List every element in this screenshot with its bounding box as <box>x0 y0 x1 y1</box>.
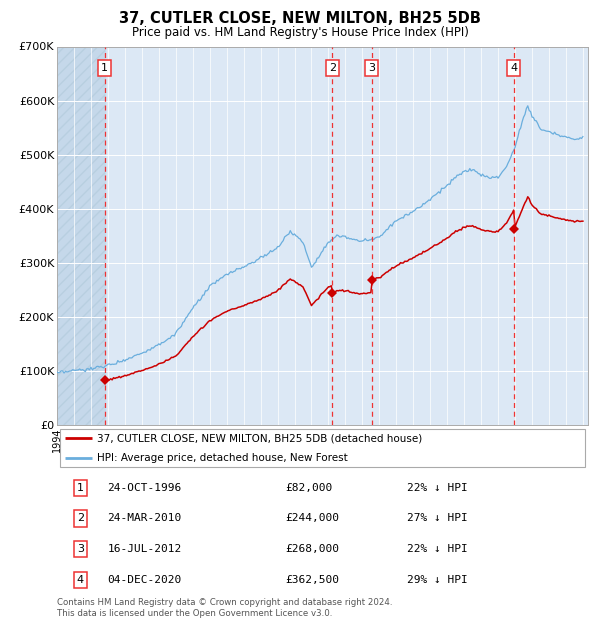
Text: Contains HM Land Registry data © Crown copyright and database right 2024.: Contains HM Land Registry data © Crown c… <box>57 598 392 607</box>
Text: 22% ↓ HPI: 22% ↓ HPI <box>407 483 468 493</box>
Text: 1: 1 <box>101 63 108 73</box>
Text: 16-JUL-2012: 16-JUL-2012 <box>107 544 182 554</box>
Text: 3: 3 <box>368 63 375 73</box>
Text: This data is licensed under the Open Government Licence v3.0.: This data is licensed under the Open Gov… <box>57 609 332 618</box>
Text: £82,000: £82,000 <box>286 483 332 493</box>
Bar <box>57 46 104 425</box>
Text: 24-OCT-1996: 24-OCT-1996 <box>107 483 182 493</box>
Text: 37, CUTLER CLOSE, NEW MILTON, BH25 5DB: 37, CUTLER CLOSE, NEW MILTON, BH25 5DB <box>119 11 481 26</box>
Text: 2: 2 <box>329 63 336 73</box>
Text: 4: 4 <box>510 63 517 73</box>
Text: Price paid vs. HM Land Registry's House Price Index (HPI): Price paid vs. HM Land Registry's House … <box>131 26 469 39</box>
Text: 29% ↓ HPI: 29% ↓ HPI <box>407 575 468 585</box>
Text: 27% ↓ HPI: 27% ↓ HPI <box>407 513 468 523</box>
FancyBboxPatch shape <box>59 429 586 467</box>
Bar <box>57 46 104 425</box>
Text: 4: 4 <box>77 575 84 585</box>
Text: 22% ↓ HPI: 22% ↓ HPI <box>407 544 468 554</box>
Text: 1: 1 <box>77 483 84 493</box>
Text: £268,000: £268,000 <box>286 544 340 554</box>
Text: 37, CUTLER CLOSE, NEW MILTON, BH25 5DB (detached house): 37, CUTLER CLOSE, NEW MILTON, BH25 5DB (… <box>97 433 422 443</box>
Text: £362,500: £362,500 <box>286 575 340 585</box>
Text: 04-DEC-2020: 04-DEC-2020 <box>107 575 182 585</box>
Text: 2: 2 <box>77 513 84 523</box>
Text: £244,000: £244,000 <box>286 513 340 523</box>
Text: HPI: Average price, detached house, New Forest: HPI: Average price, detached house, New … <box>97 453 347 463</box>
Text: 24-MAR-2010: 24-MAR-2010 <box>107 513 182 523</box>
Text: 3: 3 <box>77 544 84 554</box>
